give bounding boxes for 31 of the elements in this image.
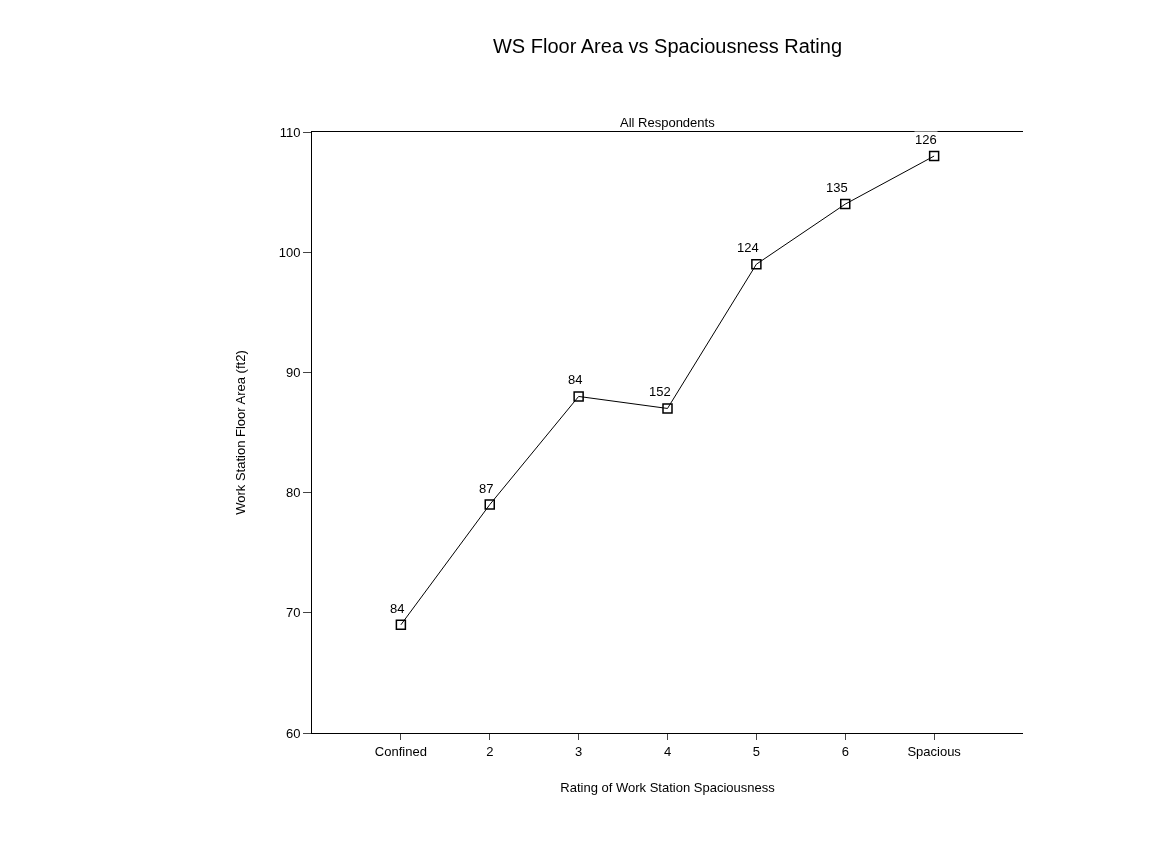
x-tick-label: Confined (374, 743, 427, 759)
x-tick-label: 6 (841, 743, 849, 759)
x-tick-label: Spacious (907, 743, 962, 759)
annotation: 87 (479, 481, 494, 496)
x-axis-title: Rating of Work Station Spaciousness (560, 780, 776, 796)
point (928, 150, 940, 162)
x-tick-label: 2 (486, 743, 494, 759)
annotation: 126 (915, 132, 937, 147)
point (751, 258, 762, 270)
point (484, 499, 495, 510)
point (573, 391, 584, 402)
y-tick-label: 80 (285, 485, 301, 501)
annotation: 84 (568, 372, 583, 387)
y-tick-label: 70 (285, 605, 301, 621)
annotation: 135 (826, 180, 848, 195)
chart-title: WS Floor Area vs Spaciousness Rating (492, 34, 843, 57)
annotation: 152 (649, 384, 671, 399)
point (395, 619, 407, 631)
y-tick-label: 110 (279, 124, 301, 140)
y-axis-title: Work Station Floor Area (ft2) (232, 350, 248, 515)
y-tick-label: 60 (285, 725, 301, 741)
point (840, 198, 851, 210)
y-tick-label: 100 (278, 244, 301, 260)
annotation: 124 (737, 240, 759, 255)
y-tick-label: 90 (285, 364, 301, 380)
x-tick-label: 3 (575, 743, 583, 759)
chart-subtitle: All Respondents (620, 115, 716, 130)
x-tick-label: 5 (752, 743, 760, 759)
x-tick-label: 4 (663, 743, 672, 759)
annotation: 84 (390, 601, 405, 616)
point (662, 403, 673, 414)
